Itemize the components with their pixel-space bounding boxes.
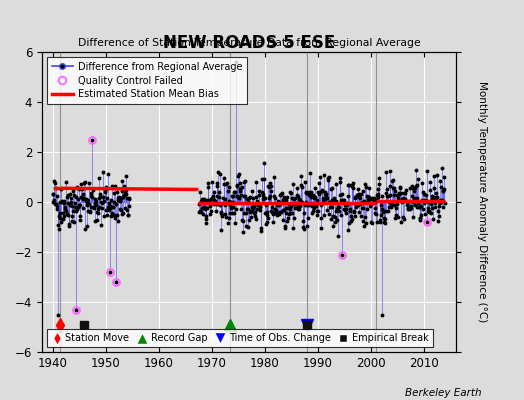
Text: Berkeley Earth: Berkeley Earth	[406, 388, 482, 398]
Legend: Station Move, Record Gap, Time of Obs. Change, Empirical Break: Station Move, Record Gap, Time of Obs. C…	[47, 329, 432, 347]
Text: Difference of Station Temperature Data from Regional Average: Difference of Station Temperature Data f…	[78, 38, 420, 48]
Title: NEW ROADS 5 ESE: NEW ROADS 5 ESE	[163, 34, 335, 52]
Y-axis label: Monthly Temperature Anomaly Difference (°C): Monthly Temperature Anomaly Difference (…	[477, 81, 487, 323]
